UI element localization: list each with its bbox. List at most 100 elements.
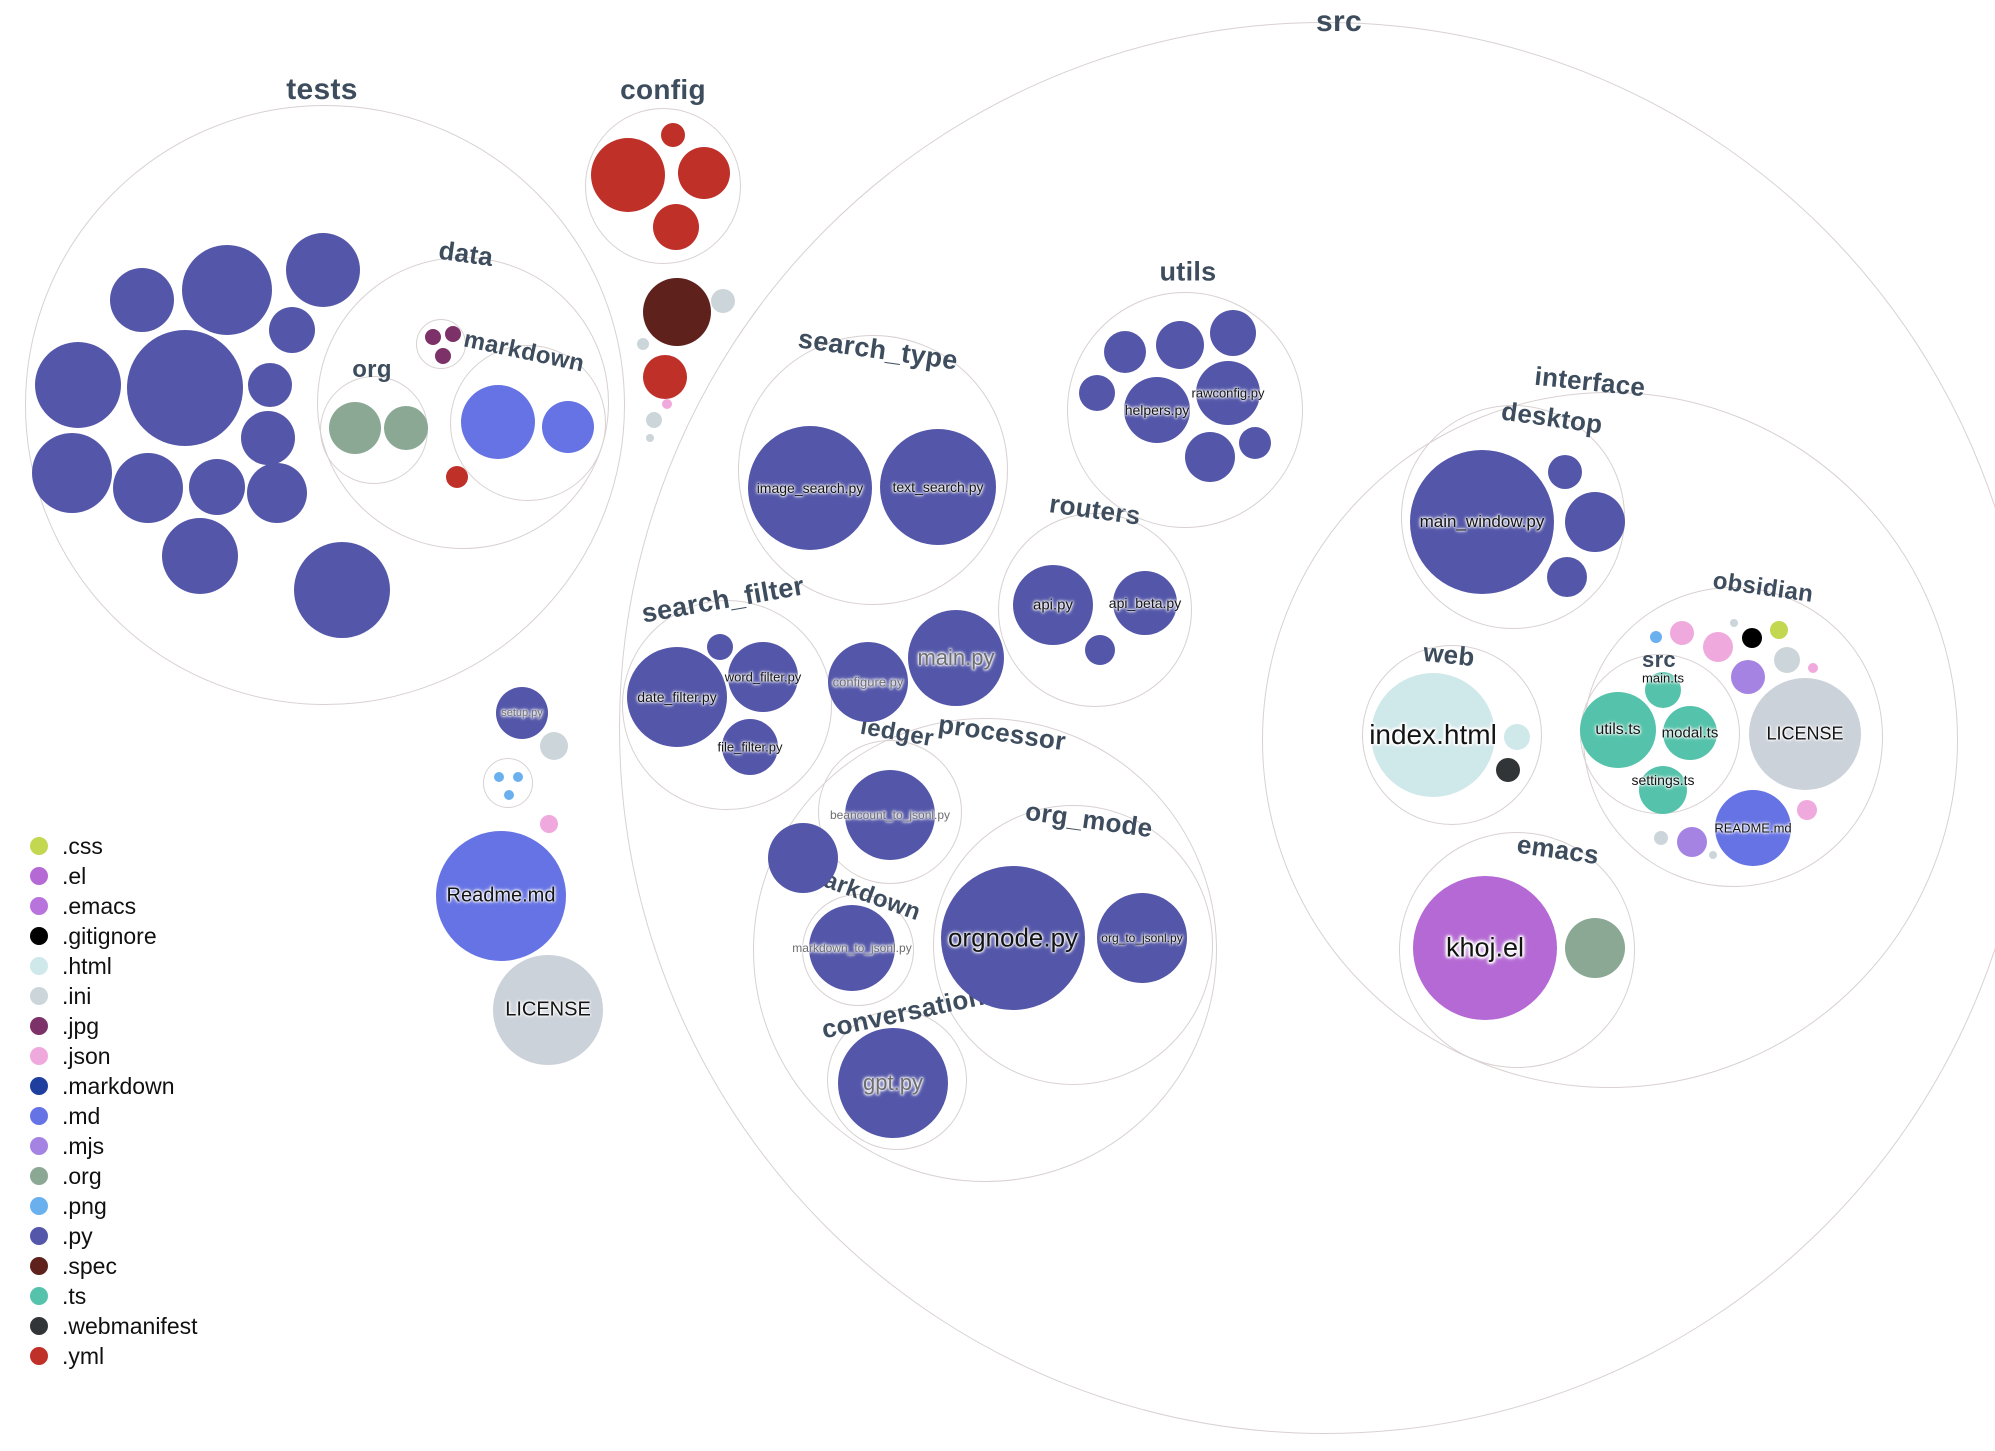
file-tests-py-2[interactable] — [182, 245, 272, 335]
file-tests-py-14[interactable] — [294, 542, 390, 638]
folder-routers[interactable] — [998, 513, 1192, 707]
folder-org-mode[interactable] — [933, 805, 1213, 1085]
folder-root-png[interactable] — [483, 758, 533, 808]
file-api-py[interactable] — [1013, 565, 1093, 645]
file-api-beta-py[interactable] — [1113, 571, 1177, 635]
folder-src[interactable] — [619, 22, 1995, 1434]
folder-config[interactable] — [585, 108, 741, 264]
file-license[interactable] — [493, 955, 603, 1065]
file-root-png-2[interactable] — [513, 772, 523, 782]
file-index-html[interactable] — [1371, 673, 1495, 797]
file-obs-ini-2[interactable] — [1774, 647, 1800, 673]
file-obs-ini-3[interactable] — [1654, 831, 1668, 845]
file-root-ini-1[interactable] — [711, 289, 735, 313]
file-khoj-el[interactable] — [1413, 876, 1557, 1020]
file-tests-py-12[interactable] — [247, 463, 307, 523]
file-obs-json-3[interactable] — [1808, 663, 1818, 673]
file-obs-png[interactable] — [1650, 631, 1662, 643]
file-utils-py-1[interactable] — [1104, 331, 1146, 373]
file-utils-py-4[interactable] — [1079, 375, 1115, 411]
file-obs-json-2[interactable] — [1703, 632, 1733, 662]
file-proc-py-small[interactable] — [768, 823, 838, 893]
folder-data[interactable] — [317, 257, 609, 549]
file-markdown-to-jsonl-py[interactable] — [809, 905, 895, 991]
file-helpers-py[interactable] — [1124, 377, 1190, 443]
file-desktop-py-1[interactable] — [1548, 455, 1582, 489]
file-obs-gitignore[interactable] — [1742, 628, 1762, 648]
file-tests-py-8[interactable] — [241, 411, 295, 465]
file-obs-ini-4[interactable] — [1709, 851, 1717, 859]
folder-data-jpg[interactable] — [416, 319, 466, 369]
folder-data-markdown[interactable] — [450, 345, 606, 501]
file-emacs-org[interactable] — [1565, 918, 1625, 978]
file-tests-py-4[interactable] — [269, 307, 315, 353]
file-gpt-py[interactable] — [838, 1028, 948, 1138]
file-date-filter-py[interactable] — [627, 647, 727, 747]
file-tests-py-5[interactable] — [35, 342, 121, 428]
folder-emacs[interactable] — [1399, 832, 1635, 1068]
file-config-yml-4[interactable] — [653, 204, 699, 250]
file-root-png-1[interactable] — [494, 772, 504, 782]
file-orgnode-py[interactable] — [941, 866, 1085, 1010]
file-tests-py-3[interactable] — [286, 233, 360, 307]
file-setup-py[interactable] — [496, 687, 548, 739]
file-root-spec[interactable] — [643, 278, 711, 346]
file-obs-license[interactable] — [1749, 678, 1861, 790]
file-root-ini-3[interactable] — [646, 412, 662, 428]
file-modal-ts[interactable] — [1663, 706, 1717, 760]
file-obs-mjs-2[interactable] — [1677, 827, 1707, 857]
file-utils-ts[interactable] — [1580, 692, 1656, 768]
file-web-webmanifest[interactable] — [1496, 758, 1520, 782]
file-utils-py-5[interactable] — [1185, 432, 1235, 482]
file-text-search-py[interactable] — [880, 429, 996, 545]
folder-web[interactable] — [1362, 645, 1542, 825]
file-config-yml-2[interactable] — [661, 123, 685, 147]
file-main-py[interactable] — [908, 610, 1004, 706]
file-tests-py-1[interactable] — [110, 268, 174, 332]
file-root-ini-4[interactable] — [646, 434, 654, 442]
file-obs-readme-md[interactable] — [1715, 790, 1791, 866]
file-sf-py-small[interactable] — [707, 634, 733, 660]
file-configure-py[interactable] — [828, 642, 908, 722]
file-root-ini-5[interactable] — [540, 732, 568, 760]
file-desktop-py-2[interactable] — [1565, 492, 1625, 552]
file-org-to-jsonl-py[interactable] — [1097, 893, 1187, 983]
file-file-filter-py[interactable] — [722, 719, 778, 775]
folder-processor[interactable] — [753, 718, 1217, 1182]
file-tests-py-10[interactable] — [113, 453, 183, 523]
file-root-yml[interactable] — [643, 355, 687, 399]
file-obs-json-1[interactable] — [1670, 621, 1694, 645]
file-readme-md[interactable] — [436, 831, 566, 961]
file-tests-py-6[interactable] — [127, 330, 243, 446]
file-tests-py-9[interactable] — [32, 433, 112, 513]
file-data-jpg-3[interactable] — [435, 348, 451, 364]
file-web-html-small[interactable] — [1504, 724, 1530, 750]
file-obs-ini-1[interactable] — [1730, 619, 1738, 627]
folder-conversation[interactable] — [827, 1010, 967, 1150]
file-data-yml[interactable] — [446, 466, 468, 488]
file-tests-py-13[interactable] — [162, 518, 238, 594]
file-data-org-1[interactable] — [329, 402, 381, 454]
folder-interface[interactable] — [1262, 392, 1958, 1088]
file-image-search-py[interactable] — [748, 426, 872, 550]
file-data-md-1[interactable] — [461, 385, 535, 459]
file-root-json-2[interactable] — [540, 815, 558, 833]
folder-proc-markdown[interactable] — [802, 894, 914, 1006]
file-desktop-py-3[interactable] — [1547, 557, 1587, 597]
file-data-md-2[interactable] — [542, 401, 594, 453]
file-word-filter-py[interactable] — [728, 642, 798, 712]
file-utils-py-6[interactable] — [1239, 427, 1271, 459]
file-config-yml-1[interactable] — [591, 138, 665, 212]
file-root-png-3[interactable] — [504, 790, 514, 800]
file-data-jpg-2[interactable] — [445, 326, 461, 342]
file-data-jpg-1[interactable] — [425, 329, 441, 345]
folder-search-filter[interactable] — [622, 600, 832, 810]
file-settings-ts[interactable] — [1639, 766, 1687, 814]
file-main-window-py[interactable] — [1410, 450, 1554, 594]
file-root-json-1[interactable] — [662, 399, 672, 409]
file-utils-py-2[interactable] — [1156, 321, 1204, 369]
file-tests-py-7[interactable] — [248, 363, 292, 407]
file-obs-mjs-1[interactable] — [1731, 660, 1765, 694]
folder-search-type[interactable] — [738, 335, 1008, 605]
folder-tests[interactable] — [25, 105, 625, 705]
